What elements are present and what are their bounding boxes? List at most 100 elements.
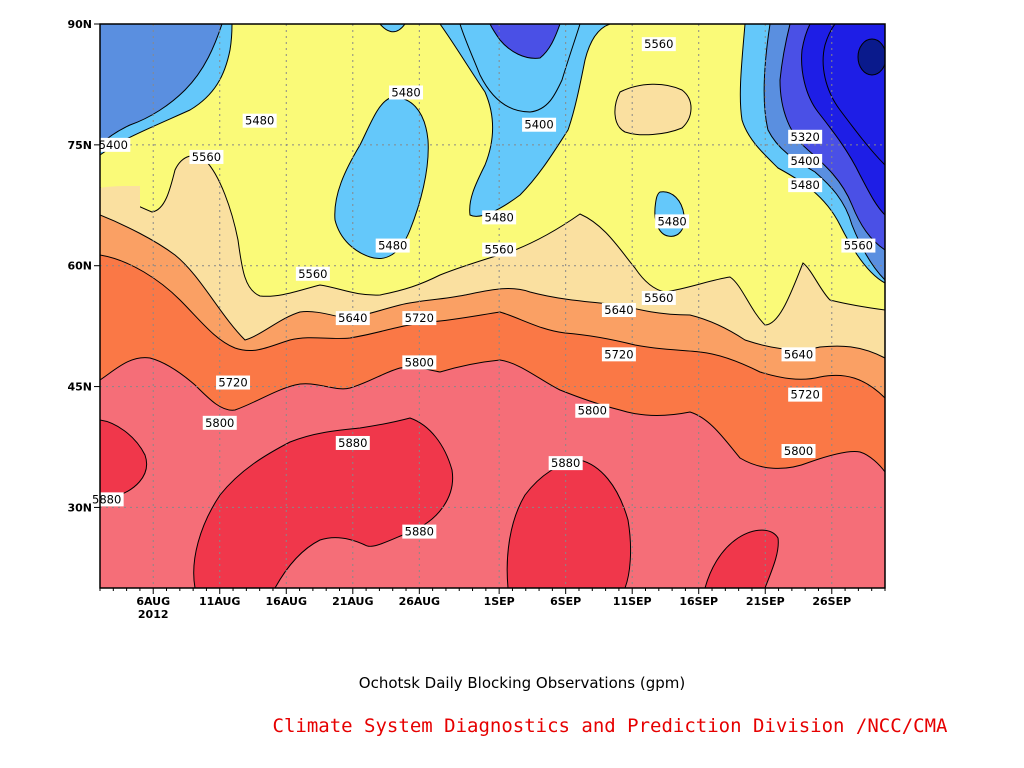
y-axis: 30N 45N 60N 75N 90N	[67, 18, 100, 514]
contour-label: 5560	[641, 37, 676, 52]
contour-label-bg	[375, 238, 410, 253]
contour-label: 5720	[216, 375, 251, 390]
contour-label: 5560	[841, 238, 876, 253]
contour-label: 5800	[202, 415, 237, 430]
chart-title: Ochotsk Daily Blocking Observations (gpm…	[359, 674, 685, 692]
contour-label-text: 5320	[791, 130, 820, 144]
contour-label: 5560	[482, 242, 517, 257]
contour-label-text: 5640	[604, 303, 633, 317]
x-tick-label: 11AUG	[199, 595, 240, 608]
y-tick-label: 30N	[67, 501, 92, 514]
contour-label: 5880	[89, 492, 124, 507]
contour-label-bg	[655, 214, 690, 229]
x-tick-label: 16SEP	[679, 595, 718, 608]
contour-label-bg	[335, 435, 370, 450]
contour-label-bg	[402, 355, 437, 370]
contour-label-text: 5880	[92, 492, 121, 506]
contour-label: 5880	[335, 435, 370, 450]
contour-label: 5640	[781, 347, 816, 362]
contour-label-bg	[788, 387, 823, 402]
contour-label-bg	[482, 242, 517, 257]
fill-red-lowright	[704, 529, 779, 588]
contour-label-bg	[788, 178, 823, 193]
contour-label-bg	[389, 85, 424, 100]
contour-label-bg	[601, 303, 636, 318]
contour-label-bg	[522, 117, 557, 132]
contour-fill-layers	[100, 24, 885, 588]
contour-label-text: 5640	[338, 311, 367, 325]
contour-label-bg	[788, 153, 823, 168]
contour-label-text: 5640	[784, 347, 813, 361]
contour-label-bg	[402, 311, 437, 326]
contour-label: 5480	[482, 210, 517, 225]
x-tick-label: 6SEP	[550, 595, 581, 608]
contour-labels: 5400 5480 5560 5480 5480 5560 5640 5720 5800 5720…	[89, 37, 876, 539]
contour-label: 5800	[402, 355, 437, 370]
contour-label-text: 5560	[644, 37, 673, 51]
contour-label-text: 5480	[657, 214, 686, 228]
contour-label-text: 5880	[551, 456, 580, 470]
contour-label-text: 5800	[578, 404, 607, 418]
contour-label-text: 5400	[524, 118, 553, 132]
contour-label-bg	[89, 492, 124, 507]
contour-label-bg	[189, 149, 224, 164]
contour-label-text: 5880	[338, 436, 367, 450]
fill-tan-island-left	[100, 186, 140, 212]
y-tick-label: 60N	[67, 260, 92, 273]
contour-label-bg	[242, 113, 277, 128]
credit-line: Climate System Diagnostics and Predictio…	[273, 715, 948, 737]
plot-frame	[99, 23, 886, 589]
fill-blue-topleft	[100, 24, 223, 146]
contour-label-bg	[202, 415, 237, 430]
contour-label-text: 5720	[218, 376, 247, 390]
contour-label-bg	[641, 37, 676, 52]
contour-label-bg	[402, 524, 437, 539]
contour-label-text: 5560	[192, 150, 221, 164]
x-tick-label: 21AUG	[332, 595, 373, 608]
contour-label-text: 5480	[378, 239, 407, 253]
contour-label-text: 5560	[298, 267, 327, 281]
contour-label-text: 5800	[405, 355, 434, 369]
contour-label-text: 5880	[405, 525, 434, 539]
contour-label-text: 5560	[844, 239, 873, 253]
contour-label: 5720	[402, 311, 437, 326]
contour-label: 5640	[335, 311, 370, 326]
contour-label-text: 5400	[99, 138, 128, 152]
contour-label-text: 5560	[485, 243, 514, 257]
contour-label: 5480	[655, 214, 690, 229]
contour-label-bg	[335, 311, 370, 326]
x-tick-sublabel: 2012	[138, 608, 169, 621]
contour-label-text: 5720	[405, 311, 434, 325]
contour-label-text: 5720	[791, 388, 820, 402]
contour-label: 5880	[402, 524, 437, 539]
contour-label: 5720	[788, 387, 823, 402]
x-tick-label: 26SEP	[812, 595, 851, 608]
contour-label-bg	[295, 266, 330, 281]
contour-label: 5480	[389, 85, 424, 100]
contour-label: 5400	[788, 153, 823, 168]
contour-label: 5320	[788, 129, 823, 144]
contour-label: 5560	[641, 290, 676, 305]
x-tick-label: 11SEP	[613, 595, 652, 608]
contour-label: 5560	[189, 149, 224, 164]
contour-label: 5480	[788, 178, 823, 193]
contour-label-bg	[788, 129, 823, 144]
contour-label: 5480	[375, 238, 410, 253]
contour-label-bg	[781, 347, 816, 362]
contour-label: 5400	[96, 137, 131, 152]
x-tick-label: 6AUG	[136, 595, 170, 608]
fill-red-center	[193, 417, 454, 588]
contour-label-text: 5480	[391, 85, 420, 99]
x-tick-label: 26AUG	[399, 595, 440, 608]
contour-label-text: 5560	[644, 291, 673, 305]
contour-label-text: 5480	[245, 114, 274, 128]
y-tick-label: 45N	[67, 381, 92, 394]
contour-label: 5800	[575, 403, 610, 418]
fill-blue-5400-topcenter	[489, 24, 561, 59]
contour-label-text: 5480	[485, 210, 514, 224]
fill-tan-island-sep	[614, 83, 692, 136]
contour-label-text: 5720	[604, 347, 633, 361]
contour-label-text: 5800	[784, 444, 813, 458]
contour-label-bg	[216, 375, 251, 390]
